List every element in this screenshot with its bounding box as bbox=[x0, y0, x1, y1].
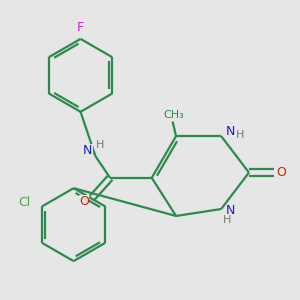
Text: N: N bbox=[83, 143, 92, 157]
Text: F: F bbox=[77, 21, 84, 34]
Text: N: N bbox=[226, 125, 236, 138]
Text: H: H bbox=[236, 130, 244, 140]
Text: N: N bbox=[226, 204, 236, 217]
Text: H: H bbox=[95, 140, 104, 150]
Text: H: H bbox=[223, 215, 232, 225]
Text: O: O bbox=[80, 195, 89, 208]
Text: CH₃: CH₃ bbox=[163, 110, 184, 120]
Text: Cl: Cl bbox=[19, 196, 31, 209]
Text: O: O bbox=[277, 166, 286, 179]
